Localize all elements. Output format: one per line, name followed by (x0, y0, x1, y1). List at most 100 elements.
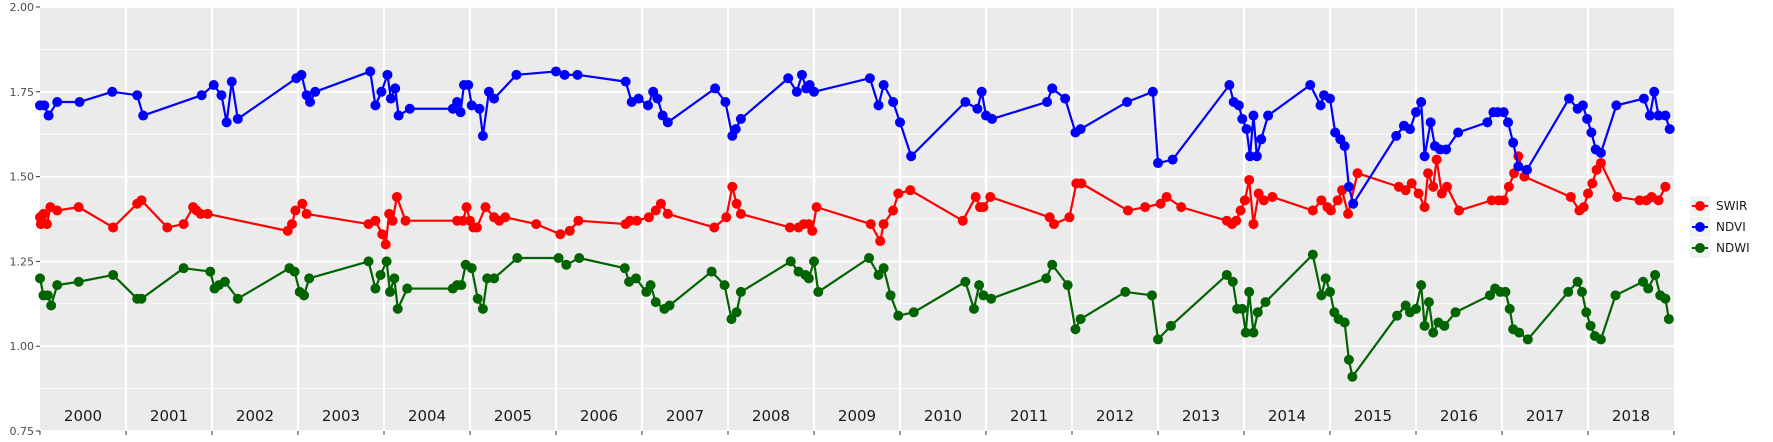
ndwi-data-point (363, 256, 374, 267)
swir-data-point (1048, 219, 1059, 230)
ndwi-data-point (466, 263, 477, 274)
swir-data-point (1503, 181, 1514, 192)
ndvi-data-point (1595, 147, 1606, 158)
ndwi-data-point (878, 263, 889, 274)
ndwi-data-point (477, 303, 488, 314)
swir-data-point (1239, 195, 1250, 206)
swir-data-point (727, 181, 738, 192)
ndwi-data-point (1411, 303, 1421, 314)
ndwi-data-point (1504, 303, 1515, 314)
ndwi-data-point (1423, 297, 1434, 308)
swir-data-point (721, 212, 732, 223)
ndvi-data-point (1508, 137, 1519, 148)
ndwi-data-point (978, 290, 989, 301)
swir-data-point (1498, 195, 1509, 206)
series-layer (35, 66, 1675, 382)
ndvi-data-point (226, 76, 237, 87)
ndvi-data-point (796, 69, 807, 80)
ndvi-data-point (1343, 181, 1354, 192)
swir-data-point (290, 205, 301, 216)
swir-data-point (162, 222, 173, 233)
ndwi-data-point (1439, 320, 1450, 331)
legend-key-point (1695, 243, 1705, 253)
ndvi-data-point (551, 66, 561, 77)
ndvi-data-point (1577, 100, 1588, 111)
swir-data-point (1231, 215, 1242, 226)
swir-data-point (1316, 195, 1327, 206)
ndvi-data-point (620, 76, 631, 87)
ndvi-data-point (477, 130, 488, 141)
swir-data-point (1587, 178, 1598, 189)
swir-data-point (1325, 205, 1336, 216)
ndwi-data-point (73, 276, 84, 287)
ndvi-data-point (657, 110, 668, 121)
swir-data-point (811, 202, 822, 213)
ndwi-data-point (1610, 290, 1621, 301)
ndwi-data-point (385, 286, 396, 297)
ndwi-data-point (1343, 354, 1354, 365)
swir-data-point (286, 219, 297, 230)
swir-data-point (573, 215, 584, 226)
ndwi-data-point (1316, 290, 1327, 301)
ndvi-data-point (1315, 100, 1326, 111)
year-label-2016: 2016 (1440, 407, 1478, 425)
swir-data-point (1258, 195, 1269, 206)
ndvi-data-point (1644, 110, 1655, 121)
ndwi-data-point (1514, 327, 1525, 338)
y-tick-label: 0.75 (10, 425, 35, 438)
ndwi-data-point (108, 269, 119, 280)
ndvi-data-point (1638, 93, 1649, 104)
ndvi-data-point (895, 117, 905, 128)
ndvi-data-point (39, 100, 50, 111)
ndwi-data-point (1572, 276, 1583, 287)
ndwi-data-point (402, 283, 413, 294)
ndvi-data-point (107, 86, 118, 97)
ndvi-data-point (1660, 110, 1671, 121)
swir-data-point (1244, 174, 1255, 185)
ndwi-data-point (489, 273, 500, 284)
swir-data-point (178, 219, 189, 230)
ndvi-data-point (1425, 117, 1436, 128)
swir-data-point (1064, 212, 1075, 223)
ndwi-data-point (735, 286, 746, 297)
ndvi-data-point (385, 93, 396, 104)
legend-key-point (1695, 222, 1705, 232)
ndwi-data-point (645, 280, 656, 291)
major-gridlines (40, 6, 1674, 432)
ndvi-data-point (1482, 117, 1493, 128)
ndwi-data-point (726, 314, 737, 325)
ndvi-data-point (455, 107, 466, 118)
ndvi-data-point (310, 86, 321, 97)
ndvi-data-point (1153, 158, 1163, 169)
y-tick-label: 1.75 (10, 86, 35, 99)
swir-data-point (784, 222, 795, 233)
swir-data-point (650, 205, 661, 216)
swir-data-point (564, 225, 575, 236)
y-tick-label: 1.00 (10, 340, 35, 353)
ndwi-data-point (1240, 327, 1251, 338)
ndwi-data-point (456, 280, 467, 291)
ndvi-data-point (52, 96, 63, 107)
year-label-2009: 2009 (838, 407, 876, 425)
ndvi-data-point (878, 80, 889, 91)
ndwi-data-point (1660, 293, 1671, 304)
swir-data-point (136, 195, 147, 206)
ndvi-data-point (1653, 110, 1664, 121)
ndwi-data-point (205, 266, 216, 277)
swir-data-point (391, 191, 402, 202)
swir-data-point (480, 202, 491, 213)
ndwi-data-point (553, 253, 564, 264)
ndvi-data-point (559, 69, 570, 80)
swir-data-point (893, 188, 904, 199)
legend-item-ndwi: NDWI (1690, 238, 1750, 258)
ndvi-data-point (1248, 110, 1259, 121)
ndvi-data-point (393, 110, 404, 121)
ndwi-data-point (1237, 303, 1248, 314)
swir-data-point (1431, 154, 1442, 165)
ndvi-data-point (1404, 124, 1415, 135)
swir-data-point (731, 198, 742, 209)
swir-data-point (1454, 205, 1464, 216)
ndvi-data-point (906, 151, 917, 162)
ndwi-data-point (392, 303, 403, 314)
